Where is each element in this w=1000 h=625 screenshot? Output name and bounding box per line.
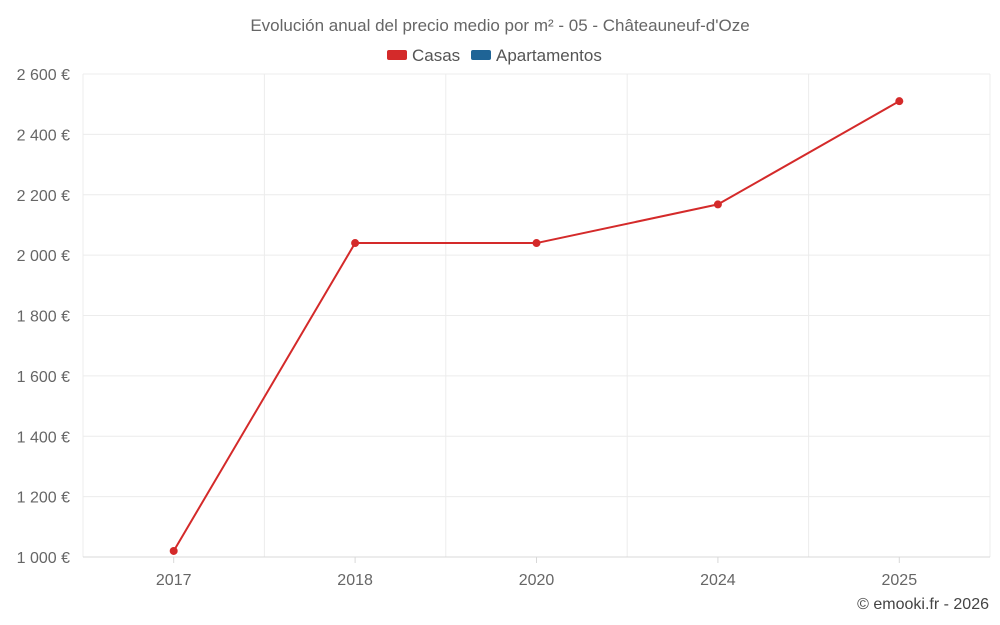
- series: [169, 97, 904, 555]
- y-tick-label: 1 800 €: [17, 309, 70, 326]
- x-tick-label: 2025: [882, 572, 918, 589]
- x-tick-label: 2017: [156, 572, 192, 589]
- y-tick-label: 2 000 €: [17, 248, 70, 265]
- x-tick-label: 2018: [337, 572, 373, 589]
- legend-swatch-casas: [387, 50, 407, 60]
- y-tick-label: 2 600 €: [17, 67, 70, 84]
- series-line-casas: [172, 100, 900, 552]
- y-tick-label: 2 200 €: [17, 188, 70, 205]
- data-point-casas[interactable]: [351, 239, 360, 248]
- y-tick-label: 1 600 €: [17, 369, 70, 386]
- x-tick-label: 2024: [700, 572, 736, 589]
- y-tick-label: 2 400 €: [17, 127, 70, 144]
- y-tick-label: 1 400 €: [17, 429, 70, 446]
- grid: [82, 73, 991, 557]
- data-point-casas[interactable]: [532, 239, 541, 248]
- x-tick-label: 2020: [519, 572, 555, 589]
- y-tick-label: 1 200 €: [17, 490, 70, 507]
- legend: Casas Apartamentos: [387, 46, 602, 65]
- credit-text: © emooki.fr - 2026: [857, 596, 989, 613]
- y-tick-label: 1 000 €: [17, 550, 70, 567]
- data-point-casas[interactable]: [713, 200, 722, 209]
- axes: 1 000 € 1 200 € 1 400 € 1 600 € 1 800 € 2 000…: [17, 67, 990, 589]
- data-point-casas[interactable]: [895, 97, 904, 106]
- data-point-casas[interactable]: [169, 546, 178, 555]
- legend-item-apartamentos[interactable]: Apartamentos: [471, 46, 602, 65]
- legend-label-apartamentos: Apartamentos: [496, 46, 602, 65]
- legend-item-casas[interactable]: Casas: [387, 46, 460, 65]
- legend-swatch-apartamentos: [471, 50, 491, 60]
- chart-title: Evolución anual del precio medio por m² …: [250, 16, 749, 35]
- legend-label-casas: Casas: [412, 46, 460, 65]
